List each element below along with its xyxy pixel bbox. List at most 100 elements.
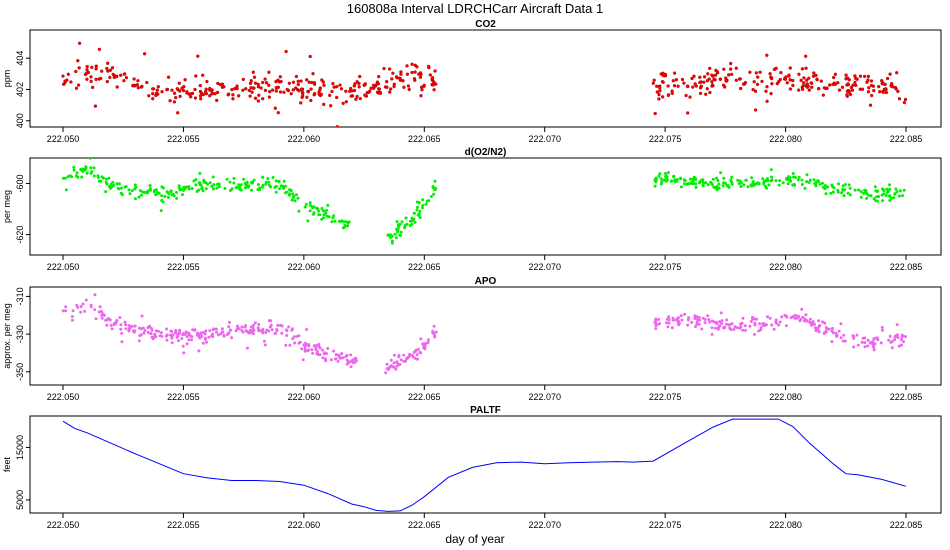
data-point: [236, 324, 239, 328]
data-point: [285, 329, 289, 333]
data-point: [686, 323, 690, 327]
data-point: [863, 341, 867, 345]
y-tick-label: 15000: [15, 435, 25, 460]
data-point: [273, 106, 277, 110]
data-point: [251, 332, 255, 336]
data-point: [205, 340, 208, 344]
data-point: [405, 64, 409, 68]
panels: CO2 222.050 222.055 222.060 222.065 222.070 22…: [2, 19, 942, 530]
data-point: [415, 208, 419, 212]
data-point: [105, 66, 109, 71]
data-point: [658, 322, 662, 326]
data-point: [189, 95, 193, 99]
data-point: [206, 182, 209, 186]
y-axis-label: ppm: [2, 70, 12, 88]
data-point: [335, 125, 339, 127]
data-point: [178, 328, 182, 332]
data-point: [759, 328, 763, 332]
x-tick-label: 222.050: [47, 262, 80, 272]
data-point: [305, 78, 309, 82]
data-point: [368, 89, 372, 93]
x-tick-label: 222.055: [167, 134, 200, 144]
data-point: [261, 330, 265, 334]
data-point: [389, 233, 393, 237]
data-point: [389, 358, 393, 362]
data-point: [197, 335, 201, 338]
data-point: [261, 175, 265, 179]
data-point: [227, 325, 231, 329]
data-point: [395, 360, 399, 364]
data-point: [181, 88, 186, 93]
data-point: [80, 175, 84, 179]
data-point: [867, 193, 870, 197]
data-point: [797, 72, 801, 76]
data-point: [421, 198, 425, 202]
data-point: [653, 111, 657, 116]
data-point: [123, 72, 127, 76]
data-point: [372, 86, 376, 91]
data-point: [804, 313, 808, 317]
data-point: [317, 213, 321, 217]
data-point: [96, 174, 100, 178]
data-point: [872, 197, 876, 201]
data-point: [711, 74, 715, 78]
data-point: [317, 344, 321, 348]
x-tick-label: 222.085: [890, 392, 923, 402]
data-point: [232, 176, 236, 180]
data-point: [432, 192, 436, 196]
data-point: [693, 82, 697, 86]
y-tick-label: 5000: [15, 490, 25, 510]
data-point: [870, 93, 874, 98]
data-point: [736, 178, 740, 182]
data-point: [761, 177, 765, 181]
data-point: [243, 186, 247, 190]
data-point: [294, 86, 298, 90]
data-point: [402, 359, 406, 363]
data-point: [698, 75, 702, 79]
data-point: [884, 87, 888, 91]
data-point: [89, 75, 93, 79]
x-tick-label: 222.080: [769, 262, 802, 272]
data-point: [807, 76, 811, 80]
data-point: [867, 86, 871, 90]
data-point: [665, 175, 669, 179]
data-point: [181, 344, 185, 348]
data-point: [720, 322, 724, 325]
data-point: [329, 358, 333, 362]
data-point: [137, 326, 141, 330]
data-point: [654, 317, 658, 321]
data-point: [69, 80, 73, 84]
data-point: [831, 326, 834, 330]
data-point: [250, 188, 253, 192]
data-point: [312, 211, 316, 215]
data-point: [319, 92, 323, 97]
data-point: [308, 209, 312, 213]
data-point: [146, 191, 149, 195]
data-point: [248, 94, 252, 98]
data-point: [418, 71, 423, 75]
data-point: [819, 79, 823, 83]
data-point: [722, 67, 726, 71]
data-point: [160, 334, 164, 338]
data-point: [725, 322, 729, 326]
data-point: [276, 111, 280, 115]
data-point: [164, 334, 168, 338]
data-point: [184, 330, 188, 334]
data-point: [654, 327, 658, 330]
data-point: [753, 108, 758, 112]
data-point: [710, 84, 714, 88]
data-point: [276, 324, 280, 327]
data-point: [385, 362, 389, 366]
data-point: [345, 358, 349, 362]
data-point: [739, 86, 743, 91]
data-point: [104, 190, 108, 194]
data-point: [268, 89, 272, 94]
data-point: [94, 67, 98, 71]
data-point: [416, 205, 419, 209]
data-point: [751, 87, 755, 92]
data-point: [94, 77, 98, 82]
data-point: [785, 81, 789, 85]
data-point: [807, 181, 811, 184]
data-point: [412, 77, 417, 81]
x-tick-label: 222.065: [408, 392, 441, 402]
